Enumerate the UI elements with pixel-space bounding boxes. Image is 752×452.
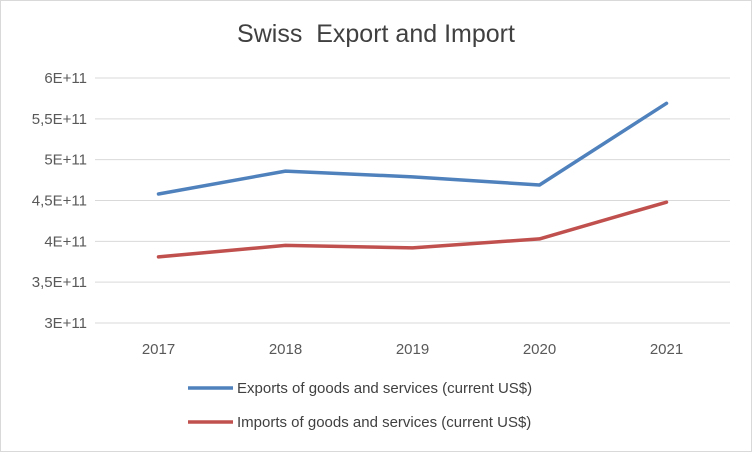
x-tick-label: 2019 [396,341,429,358]
x-tick-label: 2021 [650,341,683,358]
legend-label: Imports of goods and services (current U… [237,414,531,431]
chart-title: Swiss Export and Import [237,20,515,48]
x-tick-label: 2020 [523,341,556,358]
y-tick-label: 4E+11 [44,233,87,250]
legend-label: Exports of goods and services (current U… [237,380,532,397]
y-tick-label: 5,5E+11 [32,111,87,128]
series-line-imports [156,200,669,259]
y-tick-label: 5E+11 [44,152,87,169]
series-line-exports [156,101,669,196]
y-tick-label: 3,5E+11 [32,274,87,291]
x-tick-label: 2017 [142,341,175,358]
y-tick-label: 6E+11 [44,70,87,87]
x-tick-label: 2018 [269,341,302,358]
y-tick-label: 3E+11 [44,315,87,332]
y-tick-label: 4,5E+11 [32,193,87,210]
